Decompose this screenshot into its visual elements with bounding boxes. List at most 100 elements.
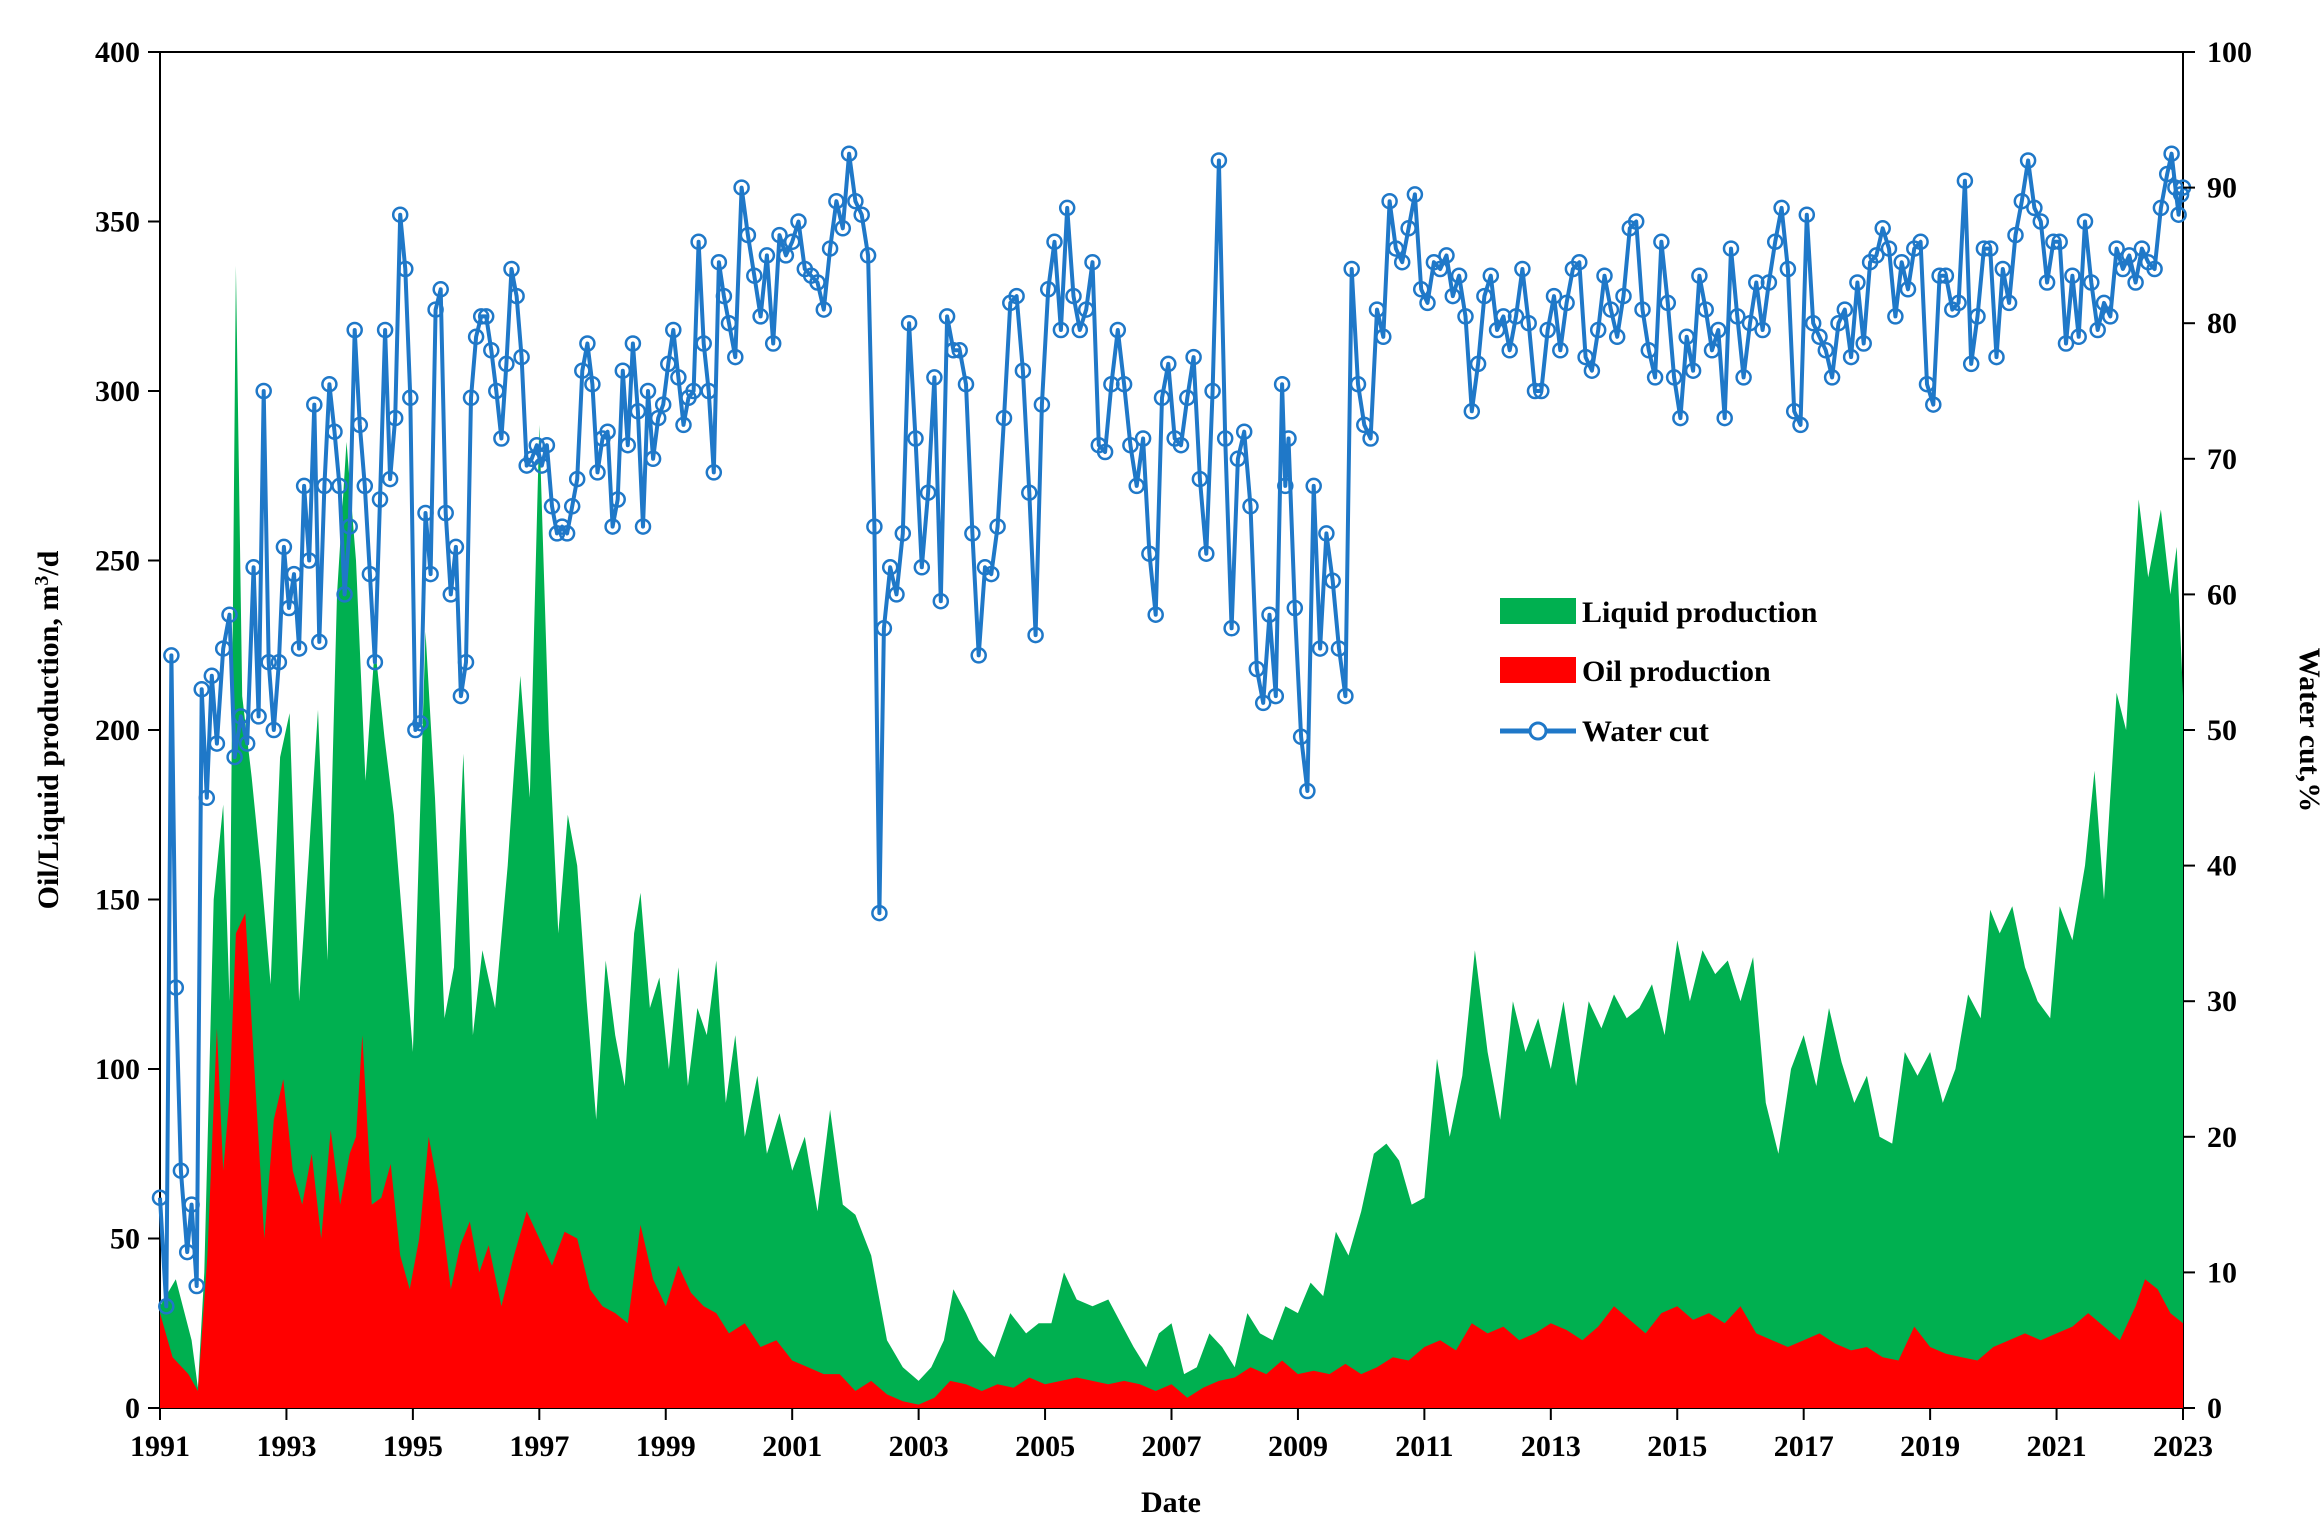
water-cut-point — [280, 599, 298, 617]
water-cut-point — [1277, 477, 1294, 495]
water-cut-point — [331, 477, 348, 495]
water-cut-point — [1722, 240, 1740, 257]
water-cut-point — [604, 518, 621, 535]
water-cut-point — [579, 335, 596, 352]
y2-tick-label: 40 — [2207, 850, 2237, 883]
water-cut-point — [1678, 328, 1695, 346]
water-cut-point — [1412, 281, 1430, 298]
water-cut-point — [208, 735, 226, 752]
water-cut-point — [513, 348, 530, 366]
water-cut-point — [1646, 369, 1664, 386]
x-tick-label: 1997 — [509, 1430, 569, 1463]
water-cut-point — [705, 464, 723, 481]
water-cut-point — [1785, 403, 1803, 420]
water-cut-point — [1469, 355, 1487, 373]
water-cut-point — [1887, 308, 1904, 325]
water-cut-point — [866, 518, 883, 535]
water-cut-point — [2121, 247, 2138, 264]
water-cut-point — [422, 565, 439, 583]
water-cut-point — [1141, 545, 1158, 562]
water-cut-point — [1545, 287, 1563, 305]
water-cut-point — [853, 206, 870, 223]
water-cut-point — [1387, 240, 1405, 257]
water-cut-point — [346, 321, 363, 339]
oil-production-area — [160, 913, 2183, 1408]
x-tick-label: 1993 — [256, 1430, 316, 1463]
water-cut-point — [715, 287, 733, 305]
water-cut-point — [1589, 321, 1607, 339]
water-cut-point — [634, 518, 652, 535]
water-cut-point — [1899, 281, 1917, 298]
water-cut-point — [183, 1196, 200, 1213]
water-cut-point — [1185, 348, 1202, 366]
water-cut-point — [311, 633, 328, 651]
water-cut-point — [847, 192, 864, 210]
water-cut-point — [376, 321, 394, 339]
water-cut-point — [336, 586, 353, 603]
water-cut-point — [1811, 328, 1828, 346]
water-cut-point — [1912, 233, 1929, 251]
water-cut-point — [1046, 233, 1063, 251]
y2-tick-label: 0 — [2207, 1392, 2222, 1425]
water-cut-point — [1204, 382, 1221, 400]
water-cut-point — [752, 308, 769, 325]
water-cut-point — [341, 518, 358, 535]
water-cut-point — [488, 382, 505, 400]
water-cut-point — [543, 498, 561, 515]
water-cut-point — [790, 213, 807, 230]
water-cut-point — [695, 335, 712, 352]
water-cut-point — [457, 653, 475, 671]
water-cut-point — [1994, 260, 2012, 278]
y-tick-label: 400 — [95, 36, 140, 69]
water-cut-point — [2026, 199, 2043, 217]
water-cut-point — [528, 436, 546, 454]
y-tick-label: 300 — [95, 375, 140, 408]
y-axis-title: Oil/Liquid production, m3/d — [31, 550, 65, 909]
water-cut-point — [1261, 606, 1278, 623]
water-cut-point — [1349, 375, 1367, 393]
y-tick-label: 50 — [110, 1223, 140, 1256]
water-cut-point — [629, 403, 647, 420]
water-cut-point — [989, 518, 1006, 535]
water-cut-point — [2133, 240, 2151, 257]
x-tick-label: 2003 — [889, 1430, 949, 1463]
water-cut-point — [1981, 240, 1999, 257]
water-cut-point — [2000, 294, 2018, 312]
water-cut-point — [1893, 253, 1910, 271]
water-cut-point — [1248, 660, 1266, 678]
liquid-production-area — [160, 265, 2183, 1409]
water-cut-point — [255, 382, 272, 400]
legend-swatch-liquid — [1500, 598, 1576, 624]
water-cut-point — [1501, 342, 1518, 359]
y2-tick-label: 10 — [2207, 1256, 2237, 1289]
x-tick-label: 2011 — [1395, 1430, 1453, 1463]
water-cut-point — [1147, 606, 1164, 623]
water-cut-point — [871, 904, 888, 922]
water-cut-point — [1754, 321, 1771, 339]
water-cut-point — [1792, 416, 1809, 434]
water-cut-point — [1697, 301, 1714, 318]
water-cut-point — [238, 735, 256, 752]
water-cut-point — [1235, 423, 1253, 440]
y2-tick-label: 50 — [2207, 714, 2237, 747]
water-cut-point — [665, 321, 682, 339]
water-cut-point — [644, 450, 662, 468]
water-cut-point — [285, 565, 303, 583]
water-cut-point — [1760, 274, 1778, 291]
y2-tick-label: 60 — [2207, 578, 2237, 611]
water-cut-point — [660, 355, 677, 373]
water-cut-point — [1343, 260, 1360, 278]
y2-tick-label: 70 — [2207, 443, 2237, 476]
water-cut-point — [1431, 260, 1449, 278]
water-cut-point — [599, 423, 616, 440]
water-cut-point — [809, 274, 826, 291]
water-cut-point — [2102, 308, 2119, 325]
water-cut-point — [306, 396, 323, 413]
water-cut-point — [727, 348, 744, 366]
water-cut-point — [1855, 335, 1872, 352]
water-cut-point — [1868, 247, 1885, 264]
water-cut-point — [821, 240, 839, 257]
water-cut-point — [1160, 355, 1177, 373]
water-cut-point — [2038, 274, 2056, 291]
